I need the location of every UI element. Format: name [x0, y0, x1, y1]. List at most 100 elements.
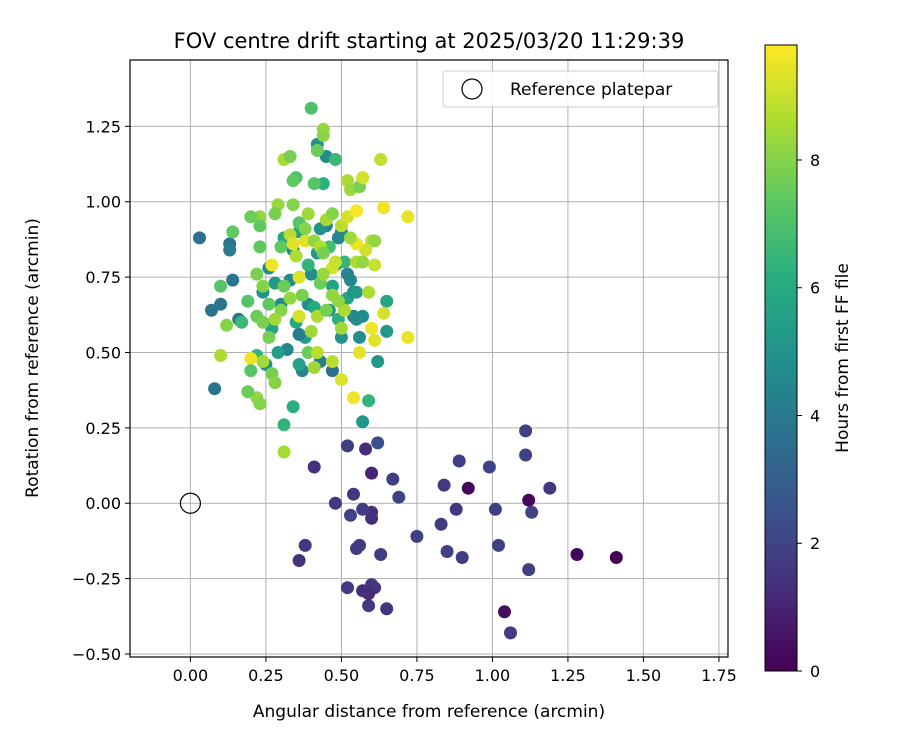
data-point	[289, 249, 303, 263]
data-point	[371, 436, 385, 450]
data-point	[325, 355, 339, 368]
x-tick-label: 0.25	[248, 666, 284, 685]
data-point	[250, 267, 264, 281]
data-point	[256, 279, 270, 293]
colorbar-tick-label: 2	[810, 534, 820, 553]
data-point	[341, 439, 354, 453]
data-point	[298, 222, 312, 236]
y-tick-label: 0.50	[85, 343, 121, 362]
data-point	[310, 144, 324, 157]
data-point	[292, 358, 306, 371]
legend: Reference platepar	[442, 70, 719, 108]
data-point	[344, 508, 357, 522]
data-point	[380, 294, 394, 308]
data-point	[543, 481, 557, 495]
data-point	[344, 231, 357, 245]
chart-title: FOV centre drift starting at 2025/03/20 …	[174, 29, 685, 53]
data-point	[328, 496, 342, 510]
data-point	[386, 472, 400, 486]
colorbar: 0 2 4 6 8 Hours from first FF file	[764, 44, 853, 681]
data-point	[401, 210, 415, 224]
data-point	[353, 538, 366, 552]
data-point	[268, 207, 282, 221]
data-point	[256, 315, 270, 329]
data-point	[374, 153, 388, 166]
data-point	[286, 174, 300, 188]
data-point	[241, 294, 255, 308]
colorbar-tick-label: 8	[810, 151, 820, 170]
x-axis-ticks: 0.00 0.25 0.50 0.75 1.00 1.25 1.50 1.75	[173, 657, 737, 685]
data-point	[434, 517, 448, 531]
data-point	[519, 448, 533, 462]
data-point	[350, 204, 363, 218]
data-point	[362, 599, 376, 613]
data-point	[301, 258, 315, 272]
data-point	[262, 330, 276, 344]
legend-reference-label: Reference platepar	[510, 80, 672, 100]
data-point	[609, 551, 623, 564]
data-point	[325, 207, 339, 221]
data-point	[492, 538, 505, 552]
data-point	[334, 330, 348, 344]
x-tick-label: 0.75	[399, 666, 435, 685]
data-point	[356, 415, 370, 429]
data-point	[440, 545, 454, 558]
data-point	[368, 333, 382, 347]
data-point	[328, 153, 342, 166]
data-point	[262, 297, 276, 311]
x-tick-label: 1.75	[701, 666, 737, 685]
data-point	[401, 330, 415, 344]
data-point	[301, 207, 315, 221]
data-point	[353, 346, 366, 359]
data-point	[377, 201, 391, 215]
y-tick-label: 0.25	[85, 419, 121, 438]
data-point	[292, 554, 306, 567]
data-point	[377, 306, 391, 320]
data-point	[356, 502, 370, 516]
data-point	[359, 243, 373, 257]
data-point	[253, 210, 267, 224]
data-point	[310, 346, 324, 359]
data-point	[371, 355, 385, 368]
data-point	[214, 297, 228, 311]
data-point	[461, 481, 475, 495]
colorbar-ticks: 0 2 4 6 8	[797, 151, 820, 681]
data-point	[498, 605, 511, 619]
data-point	[570, 548, 584, 561]
data-point	[214, 279, 228, 293]
data-point	[301, 346, 315, 359]
data-point	[292, 309, 306, 323]
data-point	[368, 258, 382, 272]
colorbar-tick-label: 0	[810, 662, 820, 681]
data-point	[226, 225, 240, 239]
data-point	[286, 237, 300, 251]
data-point	[256, 355, 270, 368]
y-tick-label: −0.50	[72, 645, 121, 664]
data-point	[362, 394, 376, 408]
data-point	[283, 150, 297, 163]
data-point	[331, 294, 345, 308]
data-point	[307, 177, 321, 191]
data-point	[316, 246, 330, 260]
data-point	[356, 255, 370, 269]
colorbar-tick-label: 6	[810, 279, 820, 298]
grid	[130, 60, 728, 657]
data-point	[522, 493, 536, 507]
colorbar-gradient	[764, 44, 798, 672]
data-point	[226, 273, 240, 287]
data-point	[277, 445, 291, 459]
data-point	[277, 418, 291, 432]
reference-platepar-marker	[179, 492, 202, 514]
data-point	[334, 373, 348, 387]
data-point	[253, 397, 267, 411]
plot-frame	[129, 59, 729, 658]
data-point	[253, 240, 267, 254]
data-point	[455, 551, 469, 564]
data-point	[307, 460, 321, 474]
data-point	[504, 626, 517, 640]
data-point	[350, 285, 363, 299]
data-point	[295, 288, 309, 302]
data-point	[449, 502, 463, 516]
data-point	[356, 171, 370, 185]
